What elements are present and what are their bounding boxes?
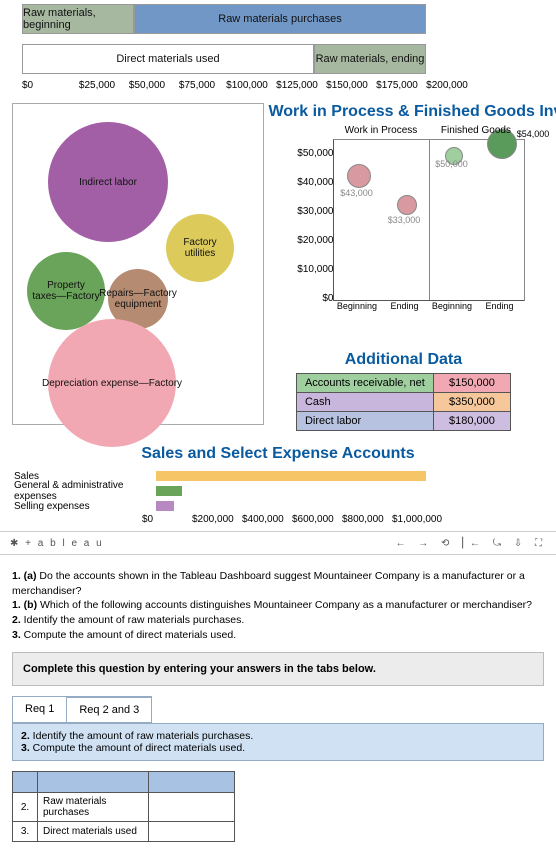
sales-title: Sales and Select Expense Accounts bbox=[0, 445, 556, 463]
sales-bar-chart: SalesGeneral & administrative expensesSe… bbox=[0, 469, 556, 513]
bar-x-axis-labels: $0$25,000$50,000$75,000$100,000$125,000$… bbox=[22, 80, 534, 91]
bar-segment: Raw materials purchases bbox=[134, 4, 426, 34]
bubble-chart: Indirect laborFactoryutilities Propertyta… bbox=[12, 103, 264, 425]
addl-value: $150,000 bbox=[433, 374, 510, 393]
addl-label: Direct labor bbox=[296, 412, 433, 431]
sales-bar bbox=[156, 471, 426, 481]
tab-req-2-and-3[interactable]: Req 2 and 3 bbox=[66, 696, 152, 723]
answer-input[interactable] bbox=[154, 825, 233, 838]
wip-chart: $43,000$33,000$50,000$54,000 $50,000$40,… bbox=[268, 125, 538, 335]
additional-data-title: Additional Data bbox=[268, 351, 538, 369]
bubble: Factoryutilities bbox=[166, 214, 234, 282]
bar-segment: Raw materials, beginning bbox=[22, 4, 134, 34]
tableau-logo: ✱ + a b l e a u bbox=[10, 538, 104, 549]
question-text: 1. (a) Do the accounts shown in the Tabl… bbox=[12, 569, 544, 642]
answer-tabs: Req 1Req 2 and 3 bbox=[12, 696, 556, 723]
answer-input[interactable] bbox=[154, 801, 233, 814]
redo-icon: → bbox=[418, 538, 428, 549]
first-icon: ▏← bbox=[462, 538, 480, 549]
instruction-banner: Complete this question by entering your … bbox=[12, 652, 544, 686]
answer-table: 2.Raw materials purchases3.Direct materi… bbox=[12, 771, 235, 842]
bubble: Indirect labor bbox=[48, 122, 168, 242]
additional-data-section: Additional Data Accounts receivable, net… bbox=[268, 351, 538, 431]
undo-icon: ← bbox=[395, 538, 405, 549]
download-icon: ⇩ bbox=[514, 538, 522, 549]
bar-row-direct-materials: Direct materials usedRaw materials, endi… bbox=[22, 44, 534, 74]
addl-value: $350,000 bbox=[433, 393, 510, 412]
tab-req-1[interactable]: Req 1 bbox=[12, 696, 67, 723]
wip-point bbox=[397, 195, 417, 215]
bar-segment: Direct materials used bbox=[22, 44, 314, 74]
sales-label: General & administrative expenses bbox=[0, 480, 156, 502]
bar-segment: Raw materials, ending bbox=[314, 44, 426, 74]
addl-label: Cash bbox=[296, 393, 433, 412]
bubble: Depreciation expense—Factory bbox=[48, 319, 176, 447]
sales-bar bbox=[156, 486, 182, 496]
sales-x-axis: $0$200,000$400,000$600,000$800,000$1,000… bbox=[142, 514, 442, 525]
additional-data-table: Accounts receivable, net$150,000Cash$350… bbox=[296, 373, 511, 431]
sub-instruction-banner: 2. Identify the amount of raw materials … bbox=[12, 723, 544, 761]
addl-value: $180,000 bbox=[433, 412, 510, 431]
tableau-footer: ✱ + a b l e a u ← → ⟲ ▏← ⤿ ⇩ ⛶ bbox=[0, 531, 556, 555]
tableau-toolbar-icons[interactable]: ← → ⟲ ▏← ⤿ ⇩ ⛶ bbox=[391, 538, 546, 549]
revert-icon: ⟲ bbox=[441, 538, 449, 549]
sales-label: Selling expenses bbox=[0, 501, 156, 512]
wip-title: Work in Process & Finished Goods Invento… bbox=[268, 103, 538, 121]
answer-row-label: Direct materials used bbox=[38, 822, 149, 842]
addl-label: Accounts receivable, net bbox=[296, 374, 433, 393]
wip-point bbox=[347, 164, 371, 188]
sales-bar bbox=[156, 501, 174, 511]
bar-row-raw-materials-in: Raw materials, beginningRaw materials pu… bbox=[22, 4, 534, 34]
fullscreen-icon: ⛶ bbox=[535, 538, 542, 549]
bubble: Propertytaxes—Factory bbox=[27, 252, 105, 330]
share-icon: ⤿ bbox=[493, 538, 501, 549]
answer-row-label: Raw materials purchases bbox=[38, 793, 149, 822]
